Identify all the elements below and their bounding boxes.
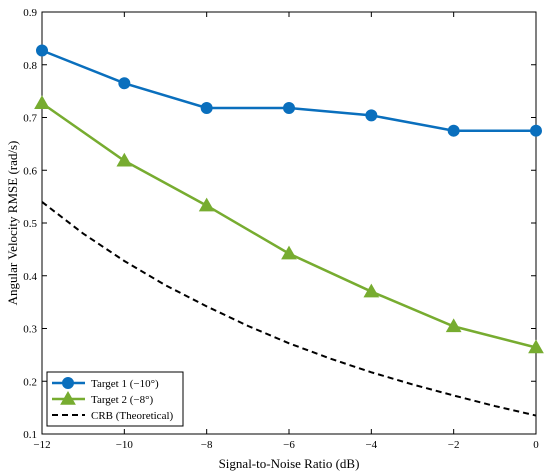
series-3 xyxy=(41,201,537,417)
series-layer xyxy=(34,44,544,417)
axis-ticks: −12 −10 −8 −6 −4 −2 0 0.1 0.2 0.3 0.4 0.5 0.6 0.7 0.8 0… xyxy=(23,7,539,451)
data-point xyxy=(528,339,544,354)
legend-marker xyxy=(62,377,74,389)
y-tick-label: 0.2 xyxy=(23,376,37,388)
legend-marker xyxy=(60,390,76,405)
x-tick-label: −6 xyxy=(283,439,295,451)
y-tick-label: 0.8 xyxy=(23,60,37,72)
x-tick-label: 0 xyxy=(533,439,539,451)
legend: Target 1 (−10°) Target 2 (−8°) CRB (Theore… xyxy=(46,371,184,427)
data-point xyxy=(447,124,460,137)
legend-label: Target 2 (−8°) xyxy=(91,394,154,406)
legend-item: CRB (Theoretical) xyxy=(52,410,174,422)
y-tick-label: 0.3 xyxy=(23,324,37,336)
data-point xyxy=(530,124,542,137)
data-point xyxy=(34,95,50,110)
x-tick-label: −2 xyxy=(448,439,460,451)
data-point xyxy=(445,318,462,333)
x-tick-label: −12 xyxy=(33,439,50,451)
x-tick-label: −8 xyxy=(201,439,213,451)
legend-label: CRB (Theoretical) xyxy=(91,410,174,422)
x-tick-label: −10 xyxy=(116,439,134,451)
data-point xyxy=(283,102,295,115)
y-tick-label: 0.1 xyxy=(23,429,37,441)
plot-area xyxy=(41,11,537,435)
data-point xyxy=(281,245,297,260)
data-point xyxy=(198,197,215,212)
data-point xyxy=(36,44,48,57)
legend-item: Target 2 (−8°) xyxy=(52,390,154,406)
y-tick-label: 0.4 xyxy=(23,271,37,283)
x-axis-label: Signal-to-Noise Ratio (dB) xyxy=(219,456,360,471)
data-point xyxy=(363,283,380,298)
data-point xyxy=(200,102,213,115)
legend-item: Target 1 (−10°) xyxy=(52,377,159,390)
y-tick-label: 0.6 xyxy=(23,165,37,177)
data-point xyxy=(365,109,378,122)
data-point xyxy=(118,77,131,90)
y-tick-label: 0.5 xyxy=(23,218,37,230)
series-1 xyxy=(36,44,542,137)
legend-label: Target 1 (−10°) xyxy=(91,378,159,390)
x-tick-label: −4 xyxy=(365,439,377,451)
y-axis-label: Angular Velocity RMSE (rad/s) xyxy=(5,141,20,306)
series-line xyxy=(41,201,537,417)
series-2 xyxy=(34,95,544,354)
y-tick-label: 0.9 xyxy=(23,7,37,19)
data-point xyxy=(116,152,133,167)
y-tick-label: 0.7 xyxy=(23,113,37,125)
